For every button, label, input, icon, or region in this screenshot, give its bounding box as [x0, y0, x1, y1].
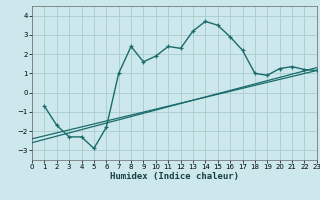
X-axis label: Humidex (Indice chaleur): Humidex (Indice chaleur)	[110, 172, 239, 181]
